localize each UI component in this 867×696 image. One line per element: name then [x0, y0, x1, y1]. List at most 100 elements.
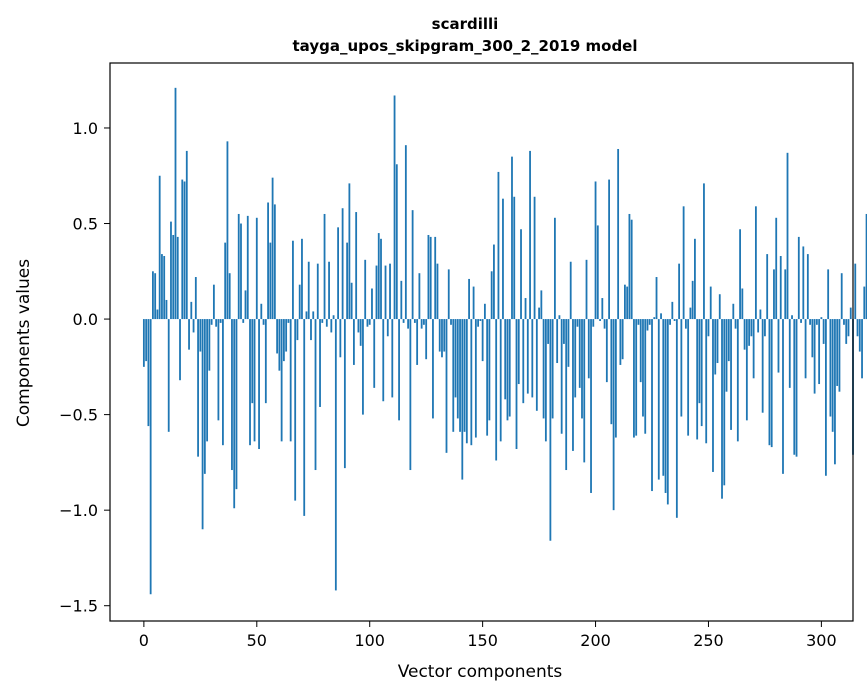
bar-133 [443, 319, 446, 352]
bar-256 [721, 319, 723, 499]
bar-137 [452, 319, 455, 432]
bar-138 [454, 319, 457, 398]
bar-276 [766, 254, 769, 320]
bar-27 [203, 319, 206, 474]
bar-15 [176, 236, 179, 320]
bar-181 [551, 319, 554, 419]
bar-5 [154, 273, 157, 320]
bar-67 [294, 319, 297, 501]
bar-131 [438, 319, 441, 352]
bar-39 [231, 319, 233, 471]
bar-176 [540, 290, 543, 320]
bar-105 [380, 238, 382, 320]
bar-291 [800, 319, 802, 323]
bar-304 [829, 319, 832, 417]
bar-64 [287, 319, 290, 323]
bar-248 [703, 183, 705, 320]
bar-193 [578, 319, 581, 388]
bar-59 [276, 319, 279, 354]
bar-119 [411, 210, 414, 320]
bar-77 [316, 263, 319, 320]
bar-237 [678, 263, 681, 320]
bar-191 [574, 319, 577, 398]
bar-85 [334, 319, 337, 591]
x-axis-ticks: 0 50 100 150 200 250 300 [139, 621, 837, 650]
bar-136 [450, 319, 452, 325]
chart-title: scardilli [432, 15, 499, 33]
bar-54 [264, 319, 267, 404]
bar-173 [533, 196, 536, 320]
bar-120 [413, 319, 416, 323]
bar-66 [292, 240, 294, 320]
bar-309 [840, 273, 843, 320]
bar-308 [838, 319, 841, 392]
bar-141 [461, 319, 464, 480]
bar-143 [465, 319, 468, 444]
bar-303 [827, 269, 830, 320]
bar-320 [865, 213, 867, 320]
bar-30 [210, 319, 213, 325]
y-axis-ticks: −1.5 −1.0 −0.5 0.0 0.5 1.0 [59, 119, 110, 616]
bar-149 [479, 319, 482, 321]
bar-297 [813, 319, 816, 394]
bar-235 [673, 319, 676, 321]
bar-88 [341, 208, 344, 320]
bar-109 [389, 263, 391, 320]
bar-218 [635, 319, 638, 436]
bar-284 [784, 269, 787, 320]
bar-6 [156, 309, 159, 320]
bar-201 [596, 225, 599, 320]
bar-12 [170, 221, 172, 320]
bar-224 [648, 319, 651, 325]
bar-95 [357, 319, 360, 333]
x-axis-label: Vector components [398, 662, 563, 682]
bar-272 [757, 319, 760, 333]
bar-98 [364, 259, 367, 320]
bar-73 [307, 261, 310, 320]
bar-99 [366, 319, 369, 327]
bar-113 [398, 319, 400, 421]
bar-242 [689, 307, 692, 320]
bar-82 [328, 261, 330, 320]
bar-240 [684, 319, 687, 329]
bar-58 [273, 204, 276, 320]
bar-315 [854, 263, 857, 320]
bar-103 [375, 265, 378, 320]
bar-267 [745, 319, 748, 421]
bar-110 [391, 319, 394, 398]
bar-47 [249, 319, 251, 446]
bar-186 [563, 319, 565, 344]
bar-130 [436, 263, 439, 320]
bar-316 [856, 319, 859, 337]
bar-208 [612, 319, 615, 511]
bar-239 [682, 206, 685, 320]
bar-51 [258, 319, 260, 450]
x-tick-label: 250 [693, 631, 724, 650]
bar-0 [142, 319, 145, 367]
bar-81 [325, 319, 328, 327]
bar-49 [253, 319, 256, 442]
bar-147 [474, 319, 477, 438]
bar-205 [605, 319, 608, 383]
bar-215 [628, 213, 631, 320]
bar-129 [434, 236, 437, 320]
bar-78 [319, 319, 321, 407]
bar-197 [587, 319, 590, 379]
bar-299 [818, 319, 821, 385]
bar-261 [732, 303, 735, 320]
bar-74 [310, 319, 312, 341]
bar-166 [517, 319, 520, 385]
bar-246 [698, 319, 701, 404]
bar-71 [303, 319, 306, 516]
bar-286 [788, 319, 791, 388]
bar-152 [486, 319, 489, 436]
bar-319 [863, 286, 866, 320]
bar-96 [359, 319, 362, 346]
bar-93 [352, 319, 355, 365]
bar-233 [669, 319, 671, 325]
bar-111 [393, 95, 396, 320]
bar-204 [603, 319, 606, 329]
bar-46 [246, 215, 249, 320]
bar-135 [447, 269, 450, 320]
bar-151 [483, 303, 486, 320]
